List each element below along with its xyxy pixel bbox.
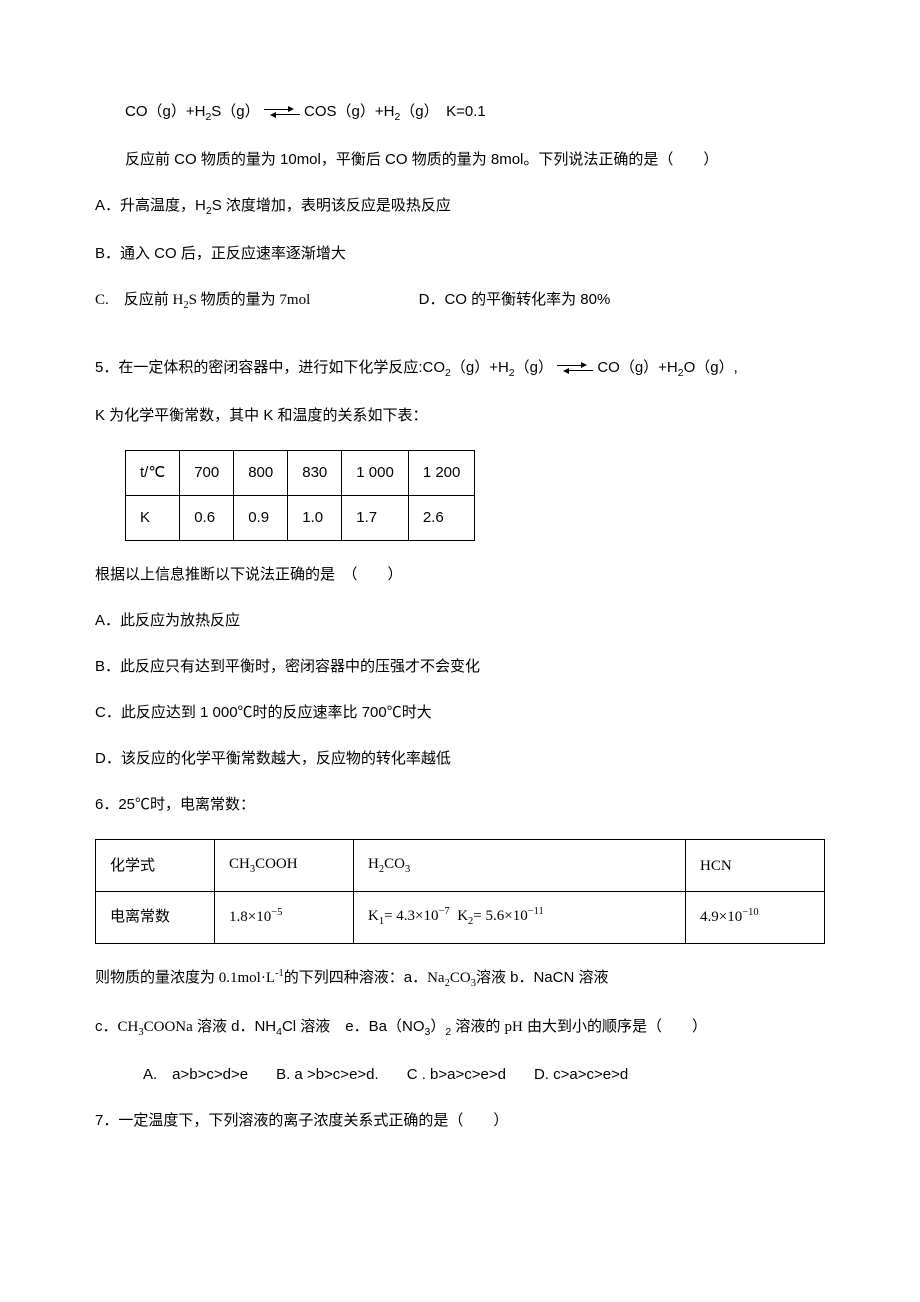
table-cell: 化学式 — [96, 840, 215, 892]
table-cell: 电离常数 — [96, 891, 215, 943]
table-row: 化学式 CH3COOH H2CO3 HCN — [96, 840, 825, 892]
q6-after-2: c．CH3COONa 溶液 d．NH4Cl 溶液 e．Ba（NO3）2 溶液的 … — [95, 1015, 825, 1042]
q5-option-c: C．此反应达到 1 000℃时的反应速率比 700℃时大 — [95, 701, 825, 725]
q5-option-b: B．此反应只有达到平衡时，密闭容器中的压强才不会变化 — [95, 655, 825, 679]
q4-option-a: A．升高温度，H2S 浓度增加，表明该反应是吸热反应 — [95, 194, 825, 220]
q6-stem: 6．25℃时，电离常数： — [95, 793, 825, 817]
q4-eq-left: CO（g）+H — [125, 103, 205, 120]
table-cell: 830 — [288, 451, 342, 496]
q6-after-1: 则物质的量浓度为 0.1mol·L-1的下列四种溶液：a．Na2CO3溶液 b．… — [95, 966, 825, 993]
table-cell: K1= 4.3×10−7 K2= 5.6×10−11 — [354, 891, 686, 943]
table-cell: 1.7 — [342, 496, 409, 541]
q6-option-b: B. a >b>c>e>d. — [276, 1063, 379, 1087]
table-cell: 4.9×10−10 — [686, 891, 825, 943]
q5-after: 根据以上信息推断以下说法正确的是 （ ） — [95, 563, 825, 587]
table-cell: 0.6 — [180, 496, 234, 541]
table-cell: 0.9 — [234, 496, 288, 541]
table-cell: CH3COOH — [215, 840, 354, 892]
q6-option-a: A. a>b>c>d>e — [143, 1063, 248, 1087]
q5-table: t/℃ 700 800 830 1 000 1 200 K 0.6 0.9 1.… — [125, 450, 475, 541]
table-cell: 800 — [234, 451, 288, 496]
table-cell: 1.0 — [288, 496, 342, 541]
table-cell: t/℃ — [126, 451, 180, 496]
table-cell: K — [126, 496, 180, 541]
equilibrium-arrow-icon — [264, 107, 300, 117]
equilibrium-arrow-icon — [557, 363, 593, 373]
q5-stem-1: 5．在一定体积的密闭容器中，进行如下化学反应:CO2（g）+H2（g） CO（g… — [95, 356, 825, 382]
table-row: K 0.6 0.9 1.0 1.7 2.6 — [126, 496, 475, 541]
q7-stem: 7．一定温度下，下列溶液的离子浓度关系式正确的是（ ） — [95, 1109, 825, 1133]
table-cell: H2CO3 — [354, 840, 686, 892]
table-row: t/℃ 700 800 830 1 000 1 200 — [126, 451, 475, 496]
table-row: 电离常数 1.8×10−5 K1= 4.3×10−7 K2= 5.6×10−11… — [96, 891, 825, 943]
table-cell: 1 200 — [408, 451, 475, 496]
q5-option-a: A．此反应为放热反应 — [95, 609, 825, 633]
table-cell: 1 000 — [342, 451, 409, 496]
q4-option-cd: C. 反应前 H2S 物质的量为 7mol D．CO 的平衡转化率为 80% — [95, 288, 825, 315]
q4-option-b: B．通入 CO 后，正反应速率逐渐增大 — [95, 242, 825, 266]
table-cell: HCN — [686, 840, 825, 892]
q4-option-d: D．CO 的平衡转化率为 80% — [419, 291, 611, 308]
q6-options: A. a>b>c>d>e B. a >b>c>e>d. C . b>a>c>e>… — [143, 1063, 825, 1087]
q4-line2: 反应前 CO 物质的量为 10mol，平衡后 CO 物质的量为 8mol。下列说… — [95, 148, 825, 172]
q4-equation: CO（g）+H2S（g） COS（g）+H2（g） K=0.1 — [95, 100, 825, 126]
table-cell: 1.8×10−5 — [215, 891, 354, 943]
q6-table: 化学式 CH3COOH H2CO3 HCN 电离常数 1.8×10−5 K1= … — [95, 839, 825, 944]
q4-option-c: C. 反应前 H2S 物质的量为 7mol — [95, 292, 310, 308]
table-cell: 700 — [180, 451, 234, 496]
table-cell: 2.6 — [408, 496, 475, 541]
q5-option-d: D．该反应的化学平衡常数越大，反应物的转化率越低 — [95, 747, 825, 771]
q6-option-c: C . b>a>c>e>d — [407, 1063, 506, 1087]
q5-stem-2: K 为化学平衡常数，其中 K 和温度的关系如下表： — [95, 404, 825, 428]
q6-option-d: D. c>a>c>e>d — [534, 1063, 628, 1087]
